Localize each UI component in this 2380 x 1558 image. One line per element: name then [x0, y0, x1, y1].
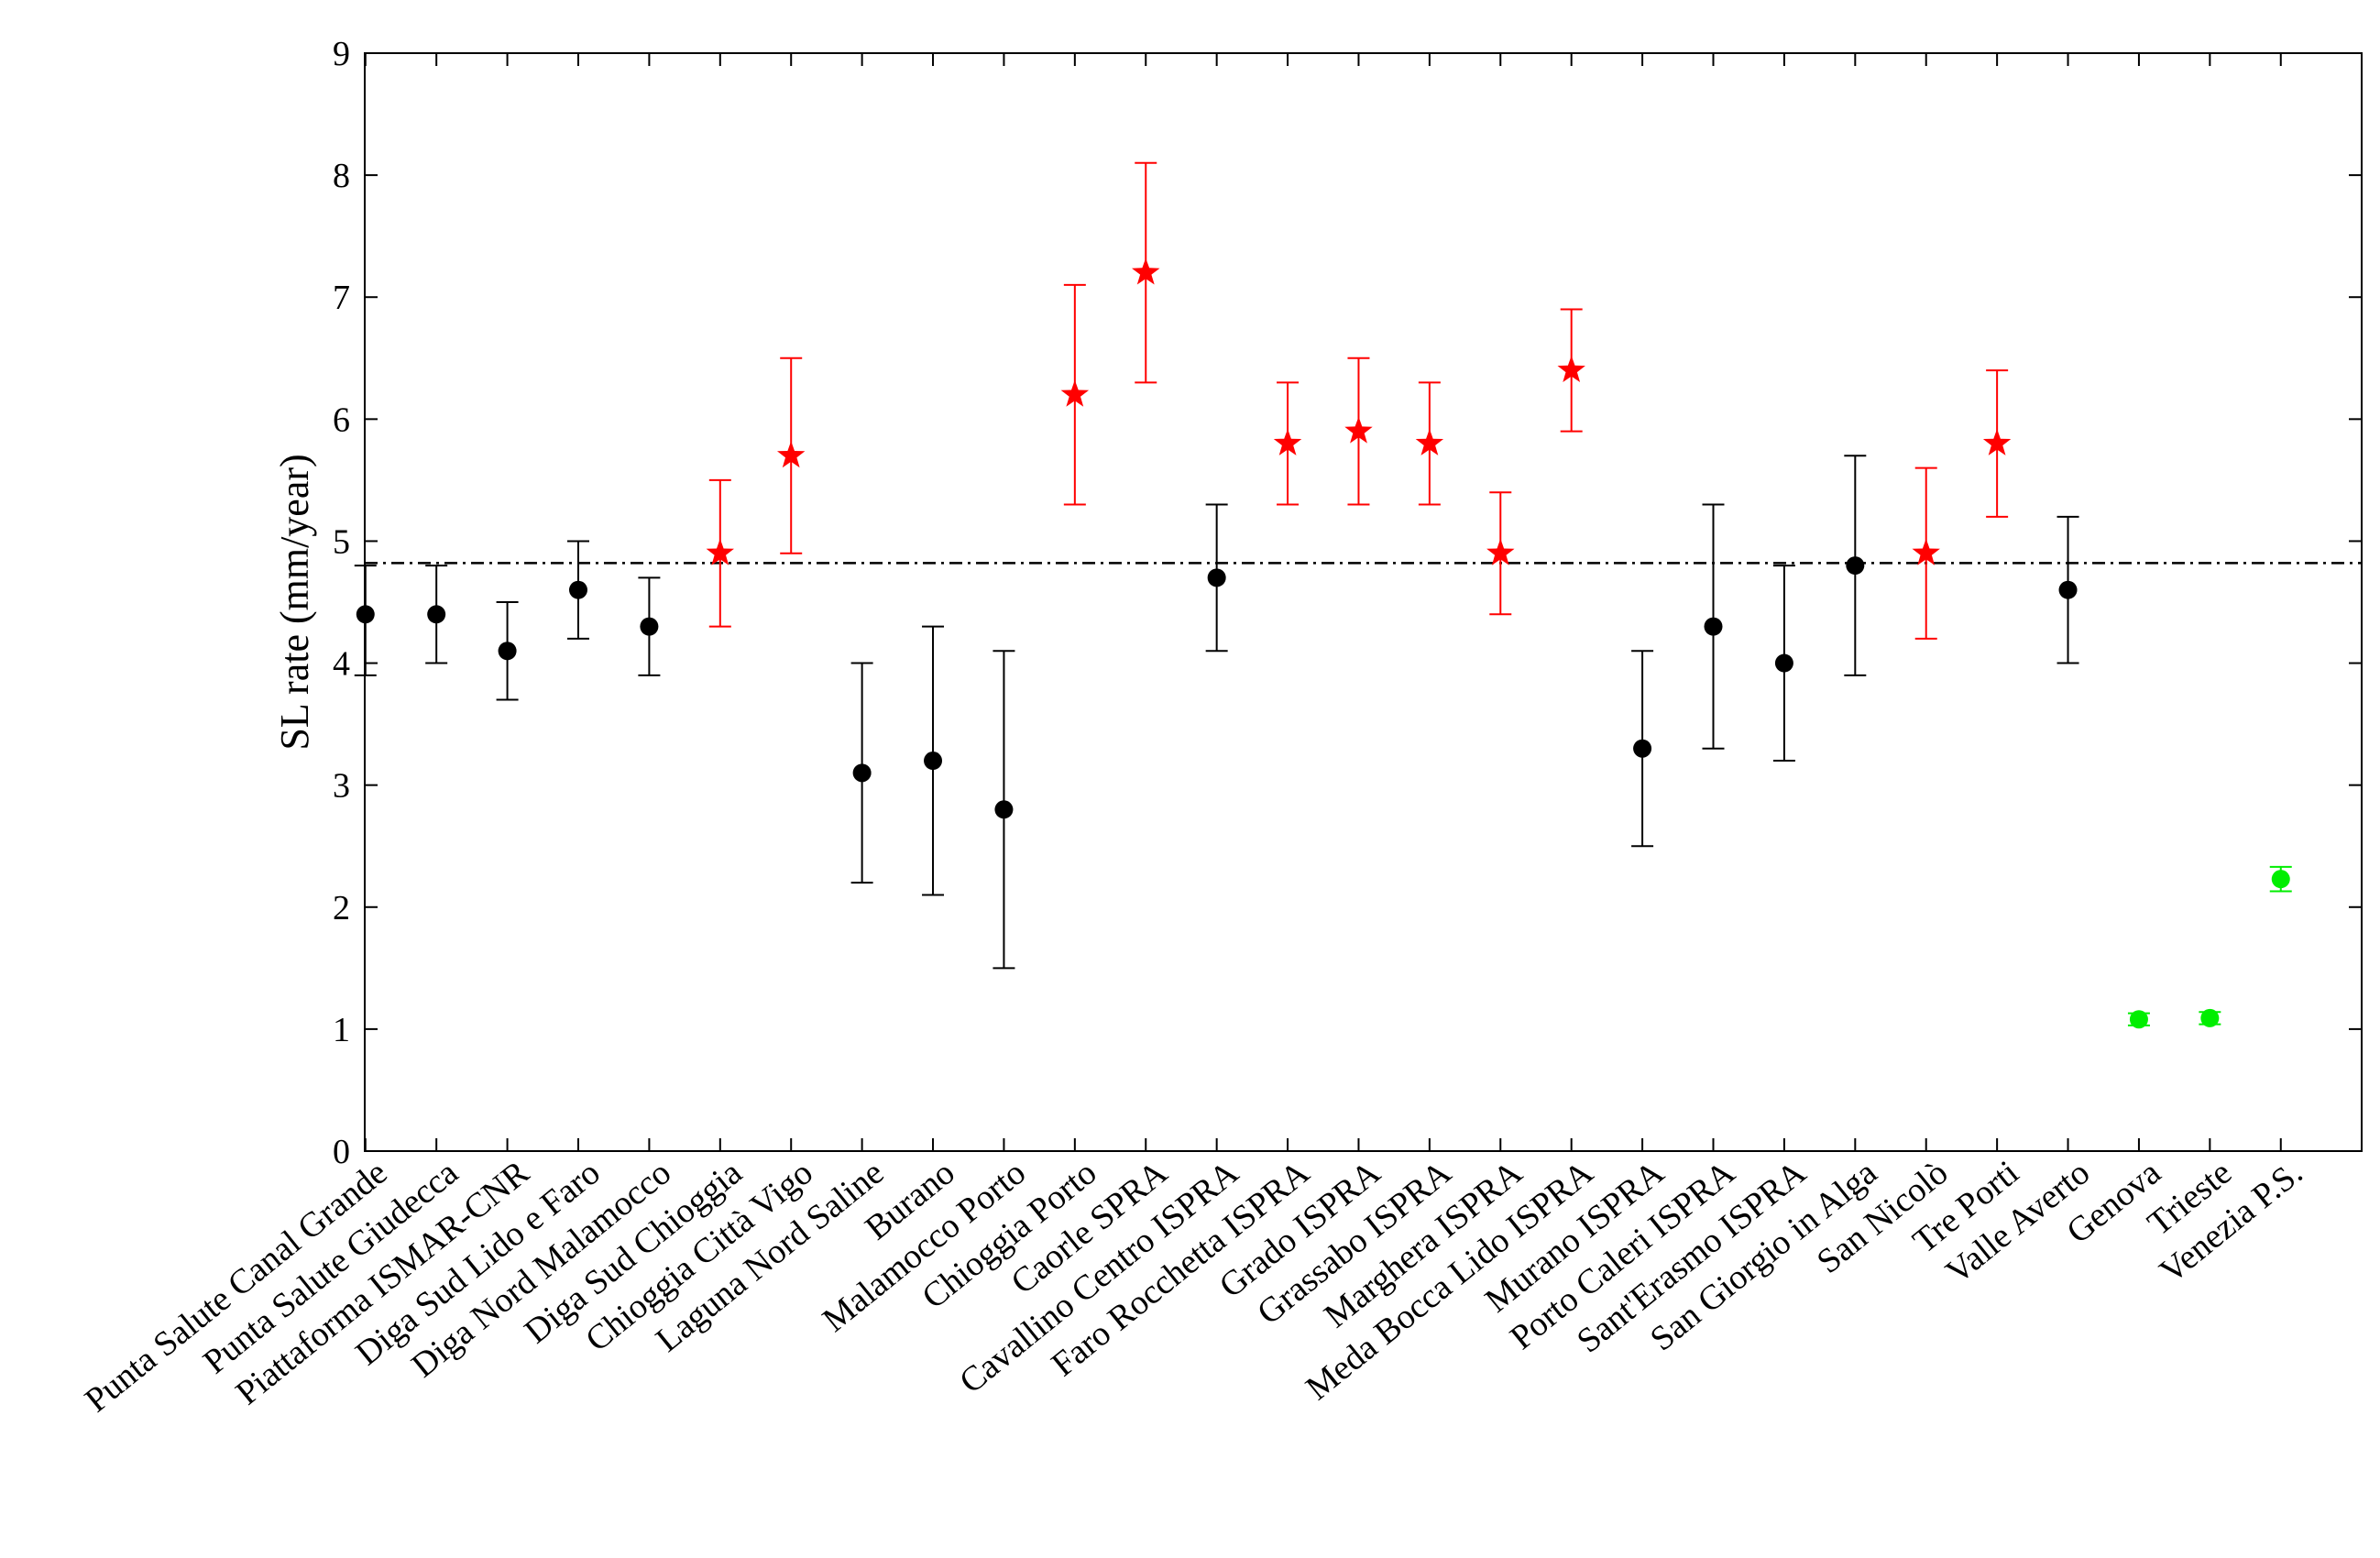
- star-marker: [1344, 416, 1373, 444]
- star-marker: [706, 538, 734, 565]
- point-marker: [1704, 617, 1723, 636]
- point-marker: [2129, 1010, 2148, 1029]
- y-tick-label: 8: [333, 157, 350, 195]
- error-bar-layer: [354, 161, 2292, 1026]
- star-marker: [777, 441, 806, 468]
- point-marker: [924, 752, 943, 771]
- y-tick-label: 2: [333, 889, 350, 927]
- point-marker: [1774, 653, 1793, 673]
- y-tick-label: 6: [333, 400, 350, 439]
- y-tick-label: 0: [333, 1133, 350, 1171]
- star-marker: [1982, 429, 2012, 455]
- point-marker: [427, 605, 446, 624]
- point-marker: [498, 642, 517, 661]
- marker-layer: [356, 258, 2290, 1029]
- plot-frame: [364, 52, 2363, 1152]
- point-marker: [640, 617, 659, 636]
- point-marker: [2058, 580, 2078, 599]
- point-marker: [2200, 1008, 2220, 1027]
- star-marker: [1132, 258, 1160, 285]
- point-marker: [2271, 870, 2290, 889]
- y-tick-label: 5: [333, 522, 350, 561]
- point-marker: [852, 763, 872, 783]
- y-tick-label: 7: [333, 279, 350, 317]
- y-tick-label: 4: [333, 645, 350, 684]
- star-marker: [1912, 538, 1940, 565]
- point-marker: [1846, 556, 1865, 576]
- tick-layer: [364, 52, 2362, 1152]
- point-marker: [1633, 739, 1652, 758]
- y-tick-label: 3: [333, 767, 350, 806]
- star-marker: [1557, 356, 1585, 382]
- point-marker: [568, 580, 587, 599]
- point-marker: [994, 800, 1014, 819]
- star-marker: [1273, 429, 1302, 455]
- star-marker: [1415, 429, 1444, 455]
- y-axis-title: SL rate (mm/year): [272, 454, 317, 750]
- point-marker: [1207, 568, 1226, 587]
- y-tick-label: 9: [333, 35, 350, 73]
- y-tick-label: 1: [333, 1011, 350, 1049]
- star-marker: [1486, 538, 1515, 565]
- star-marker: [1060, 379, 1090, 407]
